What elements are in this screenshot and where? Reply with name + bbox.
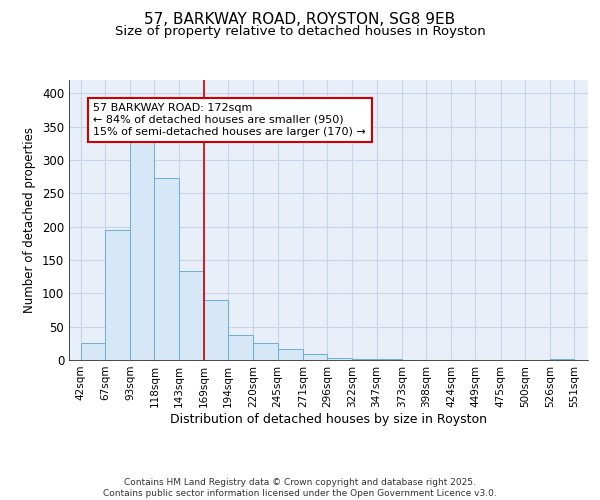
Bar <box>377 358 402 360</box>
Bar <box>303 354 327 360</box>
X-axis label: Distribution of detached houses by size in Royston: Distribution of detached houses by size … <box>170 412 487 426</box>
Text: 57, BARKWAY ROAD, ROYSTON, SG8 9EB: 57, BARKWAY ROAD, ROYSTON, SG8 9EB <box>145 12 455 28</box>
Bar <box>204 300 228 360</box>
Bar <box>130 138 154 360</box>
Text: Size of property relative to detached houses in Royston: Size of property relative to detached ho… <box>115 25 485 38</box>
Text: 57 BARKWAY ROAD: 172sqm
← 84% of detached houses are smaller (950)
15% of semi-d: 57 BARKWAY ROAD: 172sqm ← 84% of detache… <box>93 104 366 136</box>
Bar <box>278 348 303 360</box>
Bar <box>154 178 179 360</box>
Bar <box>179 272 204 360</box>
Bar <box>253 344 278 360</box>
Bar <box>105 230 130 360</box>
Bar <box>80 344 105 360</box>
Bar <box>327 358 352 360</box>
Bar <box>228 334 253 360</box>
Y-axis label: Number of detached properties: Number of detached properties <box>23 127 37 313</box>
Text: Contains HM Land Registry data © Crown copyright and database right 2025.
Contai: Contains HM Land Registry data © Crown c… <box>103 478 497 498</box>
